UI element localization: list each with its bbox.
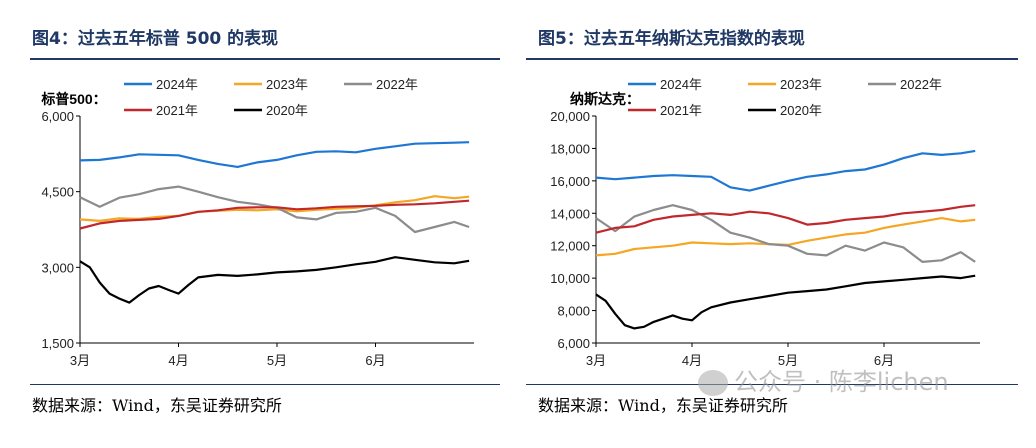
series-line-2023年 [79,195,470,222]
series-line-2021年 [79,199,470,230]
legend-label: 2022年 [900,77,942,92]
series-line-2021年 [595,204,976,234]
watermark-text: 公众号 · 陈李lichen [734,368,949,396]
x-tick-label: 4月 [682,353,702,368]
y-tick-label: 8,000 [557,304,590,319]
x-tick-label: 4月 [168,353,188,368]
y-tick-label: 1,500 [41,336,74,351]
y-tick-label: 10,000 [550,271,590,286]
y-tick-label: 4,500 [41,185,74,200]
y-tick-label: 20,000 [550,109,590,124]
x-tick-label: 3月 [70,353,90,368]
series-line-2024年 [595,149,976,192]
y-tick-label: 6,000 [557,336,590,351]
x-tick-label: 5月 [778,353,798,368]
wechat-icon [698,370,728,396]
legend-label: 2024年 [660,77,702,92]
figure-5-title: 图5：过去五年纳斯达克指数的表现 [538,29,805,49]
figure-5-source: 数据来源：Wind，东吴证券研究所 [538,396,788,415]
figure-4-title: 图4：过去五年标普 500 的表现 [32,29,279,49]
series-line-2023年 [595,217,976,257]
y-axis-label: 标普500： [40,91,106,107]
series-line-2024年 [79,141,470,168]
legend-label: 2022年 [376,77,418,92]
watermark: 公众号 · 陈李lichen [698,362,949,397]
legend-label: 2021年 [660,103,702,118]
y-tick-label: 18,000 [550,141,590,156]
figure-4-panel: 图4：过去五年标普 500 的表现 标普500： 1,500 3,000 4,500 6… [30,29,500,415]
y-tick-label: 3,000 [41,260,74,275]
legend-label: 2024年 [156,77,198,92]
figure-4-bottom-rule [30,384,500,385]
figure-4-top-rule [30,58,500,60]
y-tick-label: 16,000 [550,174,590,189]
series-line-2022年 [595,204,976,263]
y-tick-label: 12,000 [550,239,590,254]
y-tick-label: 14,000 [550,206,590,221]
series-line-2020年 [595,274,976,330]
x-tick-label: 6月 [874,353,894,368]
sp500-chart: 标普500： 1,500 3,000 4,500 6,000 3月 4月 5月 6月 2024年 2… [40,77,474,368]
series-line-2020年 [79,256,470,304]
y-tick-label: 6,000 [41,109,74,124]
figure-4-source: 数据来源：Wind，东吴证券研究所 [32,396,282,415]
legend-label: 2021年 [156,103,198,118]
figure-5-panel: 图5：过去五年纳斯达克指数的表现 纳斯达克： 6,000 8,000 10,000 12… [518,0,1036,448]
legend-label: 2023年 [780,77,822,92]
legend-label: 2020年 [266,103,308,118]
nasdaq-chart: 纳斯达克： 6,000 8,000 10,000 12,000 14,000 16,000 1… [550,77,980,368]
x-tick-label: 3月 [586,353,606,368]
legend-label: 2020年 [780,103,822,118]
x-tick-label: 6月 [365,353,385,368]
figure-5-bottom-rule [526,384,1018,385]
x-tick-label: 5月 [267,353,287,368]
y-axis-label: 纳斯达克： [570,91,640,107]
figure-5-top-rule [526,58,1018,60]
legend-label: 2023年 [266,77,308,92]
